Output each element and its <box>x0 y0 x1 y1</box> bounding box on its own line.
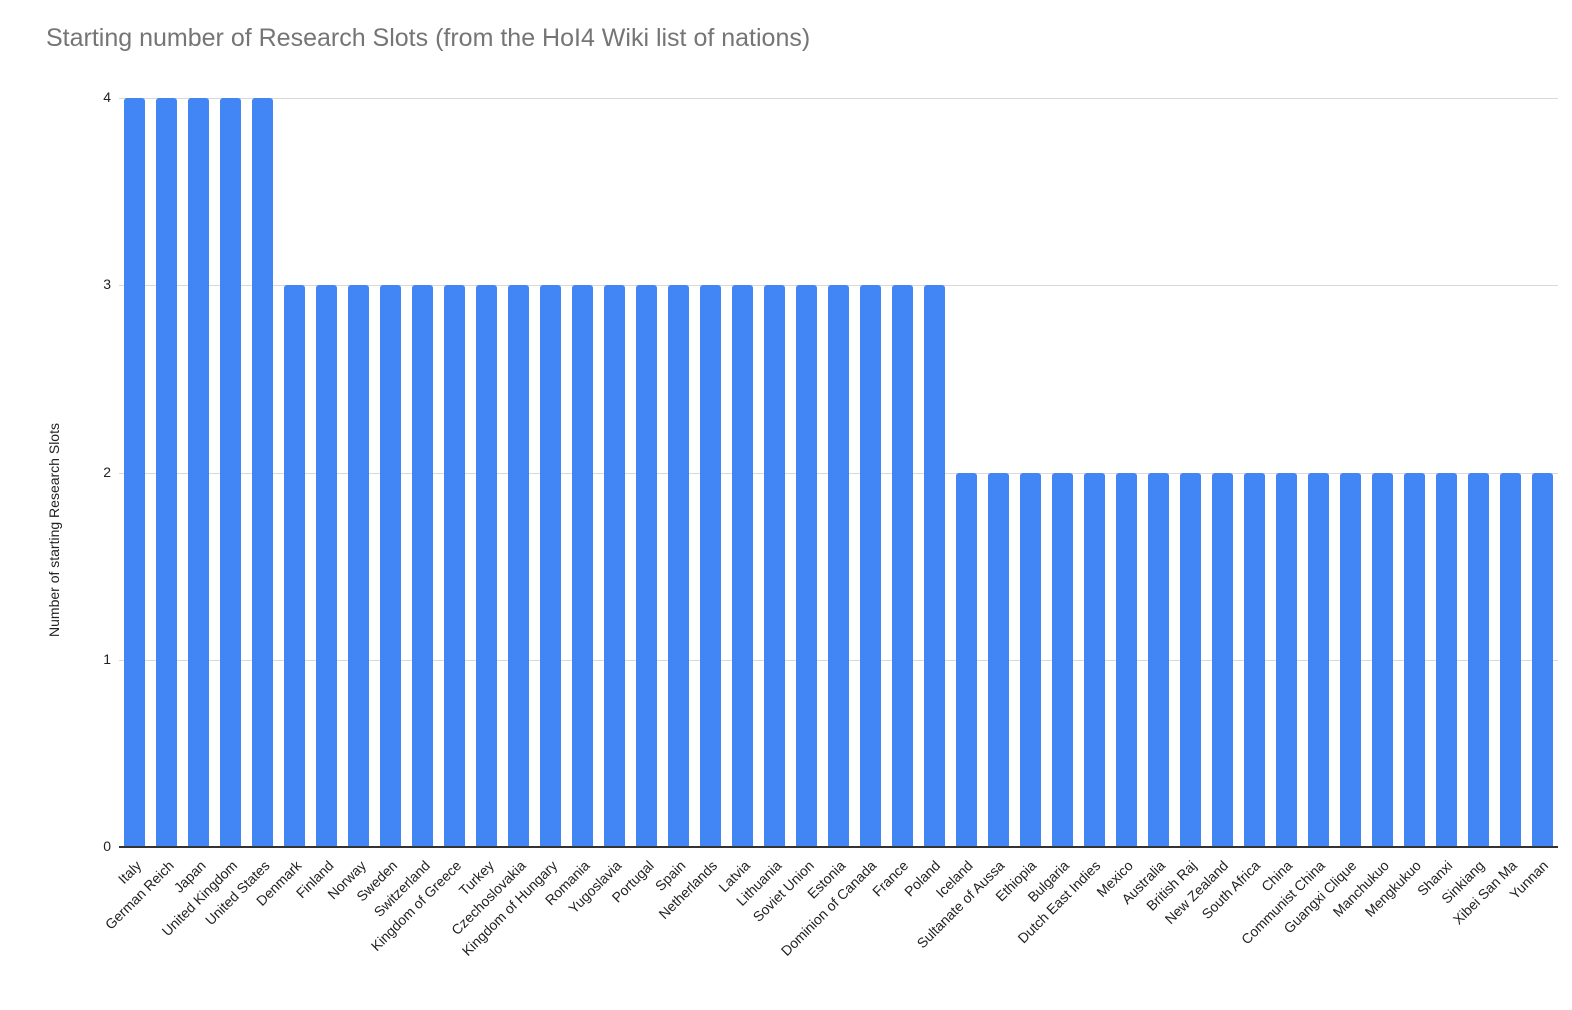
bar[interactable] <box>1307 472 1329 847</box>
bar[interactable] <box>1019 472 1041 847</box>
bar[interactable] <box>732 285 754 847</box>
bar[interactable] <box>1371 472 1393 847</box>
bar[interactable] <box>348 285 370 847</box>
bar[interactable] <box>1179 472 1201 847</box>
bar[interactable] <box>1115 472 1137 847</box>
chart-title: Starting number of Research Slots (from … <box>46 24 811 52</box>
bar[interactable] <box>700 285 722 847</box>
bar[interactable] <box>604 285 626 847</box>
bar[interactable] <box>796 285 818 847</box>
bar[interactable] <box>1275 472 1297 847</box>
bar[interactable] <box>1051 472 1073 847</box>
bar[interactable] <box>508 285 530 847</box>
y-tick-label: 3 <box>103 276 111 293</box>
y-tick-label: 4 <box>103 89 111 105</box>
bar[interactable] <box>252 98 274 847</box>
bar[interactable] <box>540 285 562 847</box>
bar[interactable] <box>955 472 977 847</box>
bar[interactable] <box>284 285 306 847</box>
bar[interactable] <box>636 285 658 847</box>
bar[interactable] <box>1467 472 1489 847</box>
bar[interactable] <box>188 98 210 847</box>
bar[interactable] <box>668 285 690 847</box>
bar[interactable] <box>380 285 402 847</box>
bar[interactable] <box>1499 472 1521 847</box>
bar[interactable] <box>1339 472 1361 847</box>
bar[interactable] <box>987 472 1009 847</box>
bar[interactable] <box>220 98 242 847</box>
gridline <box>119 98 1558 99</box>
bar[interactable] <box>1083 472 1105 847</box>
bar[interactable] <box>316 285 338 847</box>
bar[interactable] <box>476 285 498 847</box>
bar[interactable] <box>444 285 466 847</box>
bar[interactable] <box>1211 472 1233 847</box>
bar[interactable] <box>923 285 945 847</box>
bar[interactable] <box>1531 472 1553 847</box>
bar[interactable] <box>828 285 849 847</box>
bar[interactable] <box>156 98 178 847</box>
y-tick-label: 1 <box>103 650 111 667</box>
bar[interactable] <box>1435 472 1457 847</box>
bar[interactable] <box>859 285 881 847</box>
bar[interactable] <box>1403 472 1425 847</box>
bar[interactable] <box>412 285 434 847</box>
y-tick-label: 0 <box>103 838 111 854</box>
x-axis-baseline <box>119 846 1558 848</box>
bar[interactable] <box>891 285 913 847</box>
bar[interactable] <box>1147 472 1169 847</box>
bar[interactable] <box>124 98 146 847</box>
bar[interactable] <box>1243 472 1265 847</box>
bar[interactable] <box>764 285 786 847</box>
bar[interactable] <box>572 285 594 847</box>
y-tick-label: 2 <box>103 463 111 480</box>
